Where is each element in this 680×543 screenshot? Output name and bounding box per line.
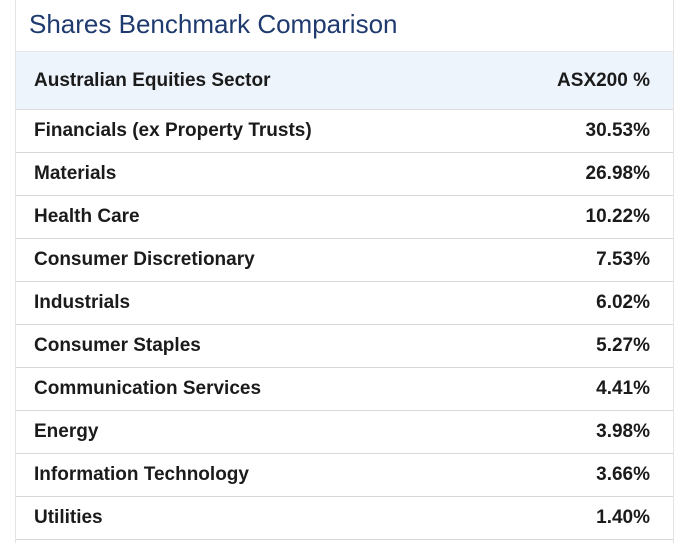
table-row: Materials 26.98%: [16, 153, 673, 196]
sector-name: Utilities: [34, 507, 103, 528]
sector-name: Energy: [34, 421, 99, 442]
sector-name: Financials (ex Property Trusts): [34, 120, 312, 141]
sector-name: Information Technology: [34, 464, 249, 485]
table-row: Communication Services 4.41%: [16, 368, 673, 411]
sector-percent: 5.27%: [596, 335, 650, 356]
sector-percent: 4.41%: [596, 378, 650, 399]
table-row: Energy 3.98%: [16, 411, 673, 454]
sector-name: Communication Services: [34, 378, 262, 399]
sector-percent: 3.98%: [596, 421, 650, 442]
benchmark-panel: Shares Benchmark Comparison Australian E…: [15, 0, 674, 543]
sector-percent: 3.66%: [596, 464, 650, 485]
sector-name: Industrials: [34, 292, 131, 313]
table-row: Information Technology 3.66%: [16, 454, 673, 497]
sector-percent: 7.53%: [596, 249, 650, 270]
sector-table: Financials (ex Property Trusts) 30.53% M…: [16, 110, 673, 540]
sector-percent: 26.98%: [585, 163, 650, 184]
table-row: Industrials 6.02%: [16, 282, 673, 325]
sector-percent: 30.53%: [585, 120, 650, 141]
panel-title: Shares Benchmark Comparison: [16, 0, 673, 52]
sector-percent: 6.02%: [596, 292, 650, 313]
table-header: Australian Equities Sector ASX200 %: [16, 52, 673, 110]
column-header-sector: Australian Equities Sector: [34, 69, 271, 91]
sector-name: Health Care: [34, 206, 140, 227]
column-header-asx200: ASX200 %: [557, 69, 650, 91]
table-row: Consumer Discretionary 7.53%: [16, 239, 673, 282]
table-row: Health Care 10.22%: [16, 196, 673, 239]
table-row: Utilities 1.40%: [16, 497, 673, 540]
sector-name: Consumer Discretionary: [34, 249, 255, 270]
sector-name: Consumer Staples: [34, 335, 201, 356]
sector-percent: 1.40%: [596, 507, 650, 528]
sector-percent: 10.22%: [585, 206, 650, 227]
table-row: Consumer Staples 5.27%: [16, 325, 673, 368]
sector-name: Materials: [34, 163, 117, 184]
table-row: Financials (ex Property Trusts) 30.53%: [16, 110, 673, 153]
